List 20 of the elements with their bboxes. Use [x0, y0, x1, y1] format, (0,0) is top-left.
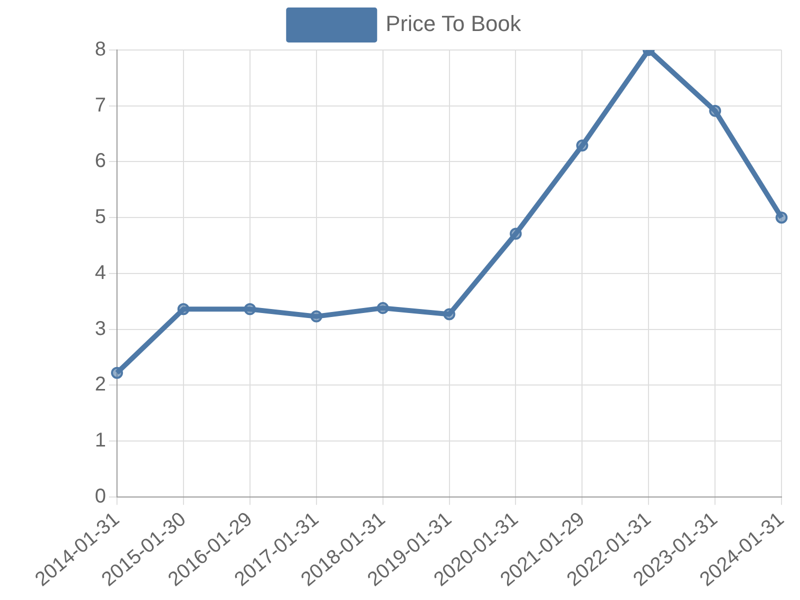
y-tick-label: 8	[94, 38, 106, 61]
y-tick-label: 0	[94, 485, 106, 508]
y-tick-label: 3	[94, 318, 106, 340]
point	[576, 140, 588, 152]
y-tick-label: 5	[94, 206, 106, 228]
point	[709, 104, 722, 117]
y-tick-label: 6	[94, 150, 106, 172]
point	[177, 303, 190, 316]
point	[244, 303, 256, 316]
point	[510, 228, 522, 240]
point	[376, 302, 389, 314]
point	[443, 308, 456, 320]
y-tick-label: 1	[94, 430, 106, 452]
point	[111, 366, 123, 379]
y-tick-label: 7	[94, 94, 106, 116]
point	[310, 310, 322, 322]
y-tick-label: 4	[94, 262, 106, 284]
point	[776, 212, 788, 224]
y-tick-label: 2	[94, 374, 106, 396]
legend-label: Price To Book	[386, 11, 522, 36]
